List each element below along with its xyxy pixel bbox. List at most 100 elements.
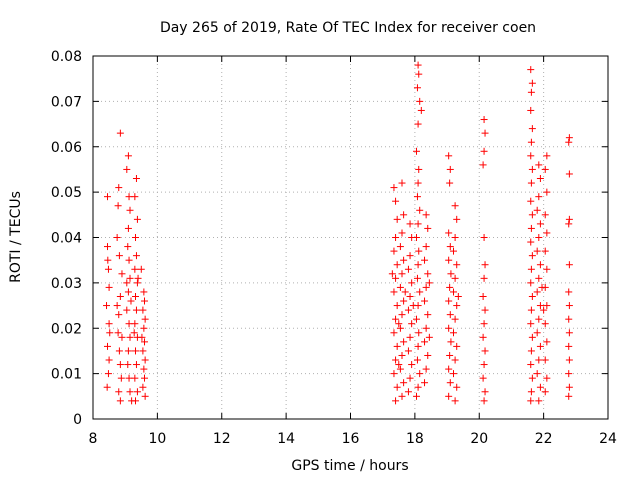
- data-point: [404, 388, 412, 396]
- data-point: [415, 165, 423, 173]
- data-point: [425, 279, 433, 287]
- data-point: [140, 324, 148, 332]
- data-point: [132, 361, 140, 369]
- data-point: [401, 288, 409, 296]
- data-point: [536, 261, 544, 269]
- data-point: [414, 261, 422, 269]
- data-point: [527, 388, 535, 396]
- data-point: [480, 361, 488, 369]
- data-point: [392, 397, 400, 405]
- data-point: [131, 374, 139, 382]
- data-point: [453, 215, 461, 223]
- data-point: [133, 279, 141, 287]
- data-point: [445, 324, 453, 332]
- data-point: [565, 329, 573, 337]
- data-point: [528, 292, 536, 300]
- data-point: [408, 361, 416, 369]
- data-point: [400, 338, 408, 346]
- data-point: [527, 397, 535, 405]
- data-point: [141, 374, 148, 382]
- data-point: [533, 206, 541, 214]
- data-point: [105, 283, 113, 291]
- data-point: [395, 320, 403, 328]
- data-point: [413, 84, 421, 92]
- data-point: [447, 270, 455, 278]
- y-tick-label: 0.03: [51, 276, 82, 292]
- data-point: [422, 324, 430, 332]
- data-point: [393, 215, 401, 223]
- data-point: [124, 152, 132, 160]
- data-point: [535, 397, 543, 405]
- y-tick-label: 0.02: [51, 321, 82, 337]
- y-axis-label: ROTI / TECUs: [8, 191, 24, 283]
- x-axis: 8 10 12 14 16 18 20 22 24: [89, 56, 617, 447]
- data-point: [481, 261, 489, 269]
- data-point: [543, 265, 551, 273]
- data-point: [388, 270, 396, 278]
- data-point: [113, 234, 121, 241]
- data-point: [528, 252, 536, 260]
- data-point: [527, 320, 535, 328]
- data-point: [133, 388, 141, 396]
- data-point: [133, 215, 141, 223]
- data-point: [103, 342, 111, 350]
- data-point: [396, 324, 404, 332]
- data-point: [124, 288, 132, 296]
- data-point: [114, 329, 122, 337]
- data-point: [116, 129, 124, 137]
- data-point: [447, 338, 455, 346]
- data-point: [543, 152, 551, 160]
- data-point: [414, 383, 422, 391]
- data-point: [535, 193, 543, 201]
- data-point: [527, 138, 535, 146]
- data-point: [117, 374, 125, 382]
- data-point: [124, 243, 132, 251]
- data-point: [390, 184, 398, 192]
- data-point: [446, 243, 454, 251]
- data-point: [424, 351, 432, 359]
- data-point: [480, 320, 488, 328]
- data-point: [422, 211, 430, 219]
- data-point: [406, 374, 414, 382]
- x-tick-label: 18: [406, 431, 424, 447]
- data-point: [535, 356, 543, 364]
- data-point: [528, 211, 536, 219]
- data-point: [139, 347, 147, 355]
- data-point: [421, 297, 429, 305]
- data-point: [396, 365, 404, 373]
- data-point: [479, 374, 487, 382]
- data-point: [565, 356, 573, 364]
- data-point: [413, 193, 421, 201]
- data-point: [479, 161, 487, 169]
- data-point: [393, 383, 401, 391]
- data-point: [412, 315, 420, 323]
- data-point: [106, 329, 114, 337]
- data-point: [400, 256, 408, 264]
- x-tick-label: 20: [470, 431, 488, 447]
- data-point: [527, 361, 535, 369]
- data-point: [527, 224, 535, 232]
- data-point: [416, 370, 424, 378]
- data-point: [141, 315, 149, 323]
- data-point: [404, 347, 412, 355]
- data-point: [416, 97, 424, 105]
- data-point: [103, 243, 111, 251]
- data-point: [123, 306, 131, 314]
- y-tick-label: 0.08: [51, 49, 82, 65]
- data-point: [390, 288, 398, 296]
- y-tick-label: 0: [73, 412, 82, 428]
- data-point: [141, 392, 149, 400]
- data-point: [541, 165, 549, 173]
- data-point: [421, 256, 429, 264]
- data-point: [126, 388, 134, 396]
- data-point: [533, 288, 541, 296]
- data-point: [404, 306, 412, 314]
- data-point: [393, 302, 401, 310]
- data-point: [536, 220, 544, 228]
- data-point: [533, 247, 541, 255]
- data-point: [116, 292, 124, 300]
- data-point: [134, 274, 142, 282]
- data-point: [453, 302, 461, 310]
- data-point: [105, 356, 113, 364]
- data-point: [115, 388, 123, 396]
